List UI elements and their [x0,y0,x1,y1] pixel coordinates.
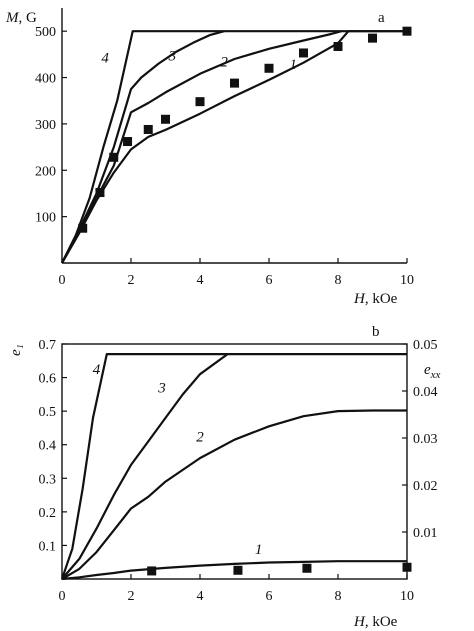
x-tick-label: 10 [400,589,414,604]
curve-label-1: 1 [255,542,263,558]
y-right-tick-label: 0.02 [413,479,438,494]
series-line-2 [61,30,342,264]
panel-b-yticks-right: 0.01 0.02 0.03 0.04 0.05 [402,338,438,541]
data-marker [402,562,412,572]
panel-b-xlabel: H, kOe [353,614,398,630]
y-right-tick-label: 0.01 [413,526,438,541]
y-right-tick-label: 0.03 [413,432,438,447]
x-tick-label: 8 [335,273,342,288]
panel-b-letter: b [372,324,380,340]
data-marker [368,33,377,43]
y-tick-label: 400 [35,72,56,87]
y-tick-label: 0.1 [39,539,57,554]
data-marker [230,78,239,88]
data-marker [195,97,205,107]
curve-label-2: 2 [196,429,204,445]
curve-label-3: 3 [168,48,177,64]
series-line-4 [60,353,407,580]
data-marker [147,566,157,576]
panel-a-ylabel: M, G [5,10,37,26]
panel-b-series [60,353,407,581]
curve-label-4: 4 [93,362,101,378]
data-marker [143,124,153,134]
panel-a-letter: a [378,10,385,26]
data-marker [302,563,312,573]
y-tick-label: 0.2 [39,506,57,521]
x-tick-label: 8 [335,589,342,604]
panel-b-ylabel-right: exx [424,362,441,381]
y-tick-label: 0.6 [39,372,57,387]
data-marker [78,223,88,233]
panel-b-ylabel-left: e₁ [8,344,24,356]
panel-b: b e₁ exx H, kOe 0 2 4 6 8 10 0.10.20.30.40.50… [8,324,441,630]
panel-b-yticks: 0.1 0.2 0.3 0.4 0.5 0.6 0.7 [39,338,67,554]
x-tick-label: 0 [59,589,66,604]
y-tick-label: 0.7 [39,338,57,353]
y-tick-label: 100 [35,211,56,226]
y-tick-label: 500 [35,25,56,40]
series-line-3 [61,353,229,580]
panel-b-markers [147,562,412,576]
panel-a-series [61,30,407,264]
series-line-4 [61,30,407,264]
series-line-3 [61,30,225,264]
data-marker [109,152,119,162]
data-marker [402,26,412,36]
curve-label-3: 3 [157,381,166,397]
panel-a-curve-labels: 1 2 3 4 [101,48,297,73]
x-tick-label: 0 [59,273,66,288]
x-tick-label: 6 [266,589,273,604]
panel-a: a M, G H, kOe 0 2 4 6 8 10 100 200 300 400 500 1 2… [5,8,414,307]
x-tick-label: 4 [197,273,204,288]
curve-label-1: 1 [289,57,297,73]
x-tick-label: 2 [128,273,135,288]
data-marker [233,565,243,575]
y-tick-label: 0.5 [39,405,57,420]
series-line-1 [61,560,407,581]
curve-label-2: 2 [220,54,228,70]
y-tick-label: 200 [35,164,56,179]
y-right-tick-label: 0.05 [413,338,438,353]
curve-label-4: 4 [101,51,109,67]
x-tick-label: 2 [128,589,135,604]
y-tick-label: 300 [35,118,56,133]
panel-b-frame [61,343,408,580]
series-line-2 [61,409,407,580]
y-tick-label: 0.3 [39,472,57,487]
panel-a-xticks: 0 2 4 6 8 10 [59,258,414,288]
panel-a-yticks: 100 200 300 400 500 [35,25,67,226]
panel-a-markers [78,26,412,233]
data-marker [299,48,308,58]
x-tick-label: 10 [400,273,414,288]
panel-a-xlabel: H, kOe [353,291,398,307]
data-marker [95,188,105,198]
data-marker [161,114,170,124]
x-tick-label: 4 [197,589,204,604]
data-marker [123,137,133,147]
x-tick-label: 6 [266,273,273,288]
y-tick-label: 0.4 [39,439,57,454]
data-marker [264,63,274,73]
data-marker [333,41,343,51]
y-right-tick-label: 0.04 [413,385,438,400]
panel-b-curve-labels: 1 2 3 4 [93,362,263,558]
panel-b-xticks: 0 2 4 6 8 10 [59,574,414,604]
